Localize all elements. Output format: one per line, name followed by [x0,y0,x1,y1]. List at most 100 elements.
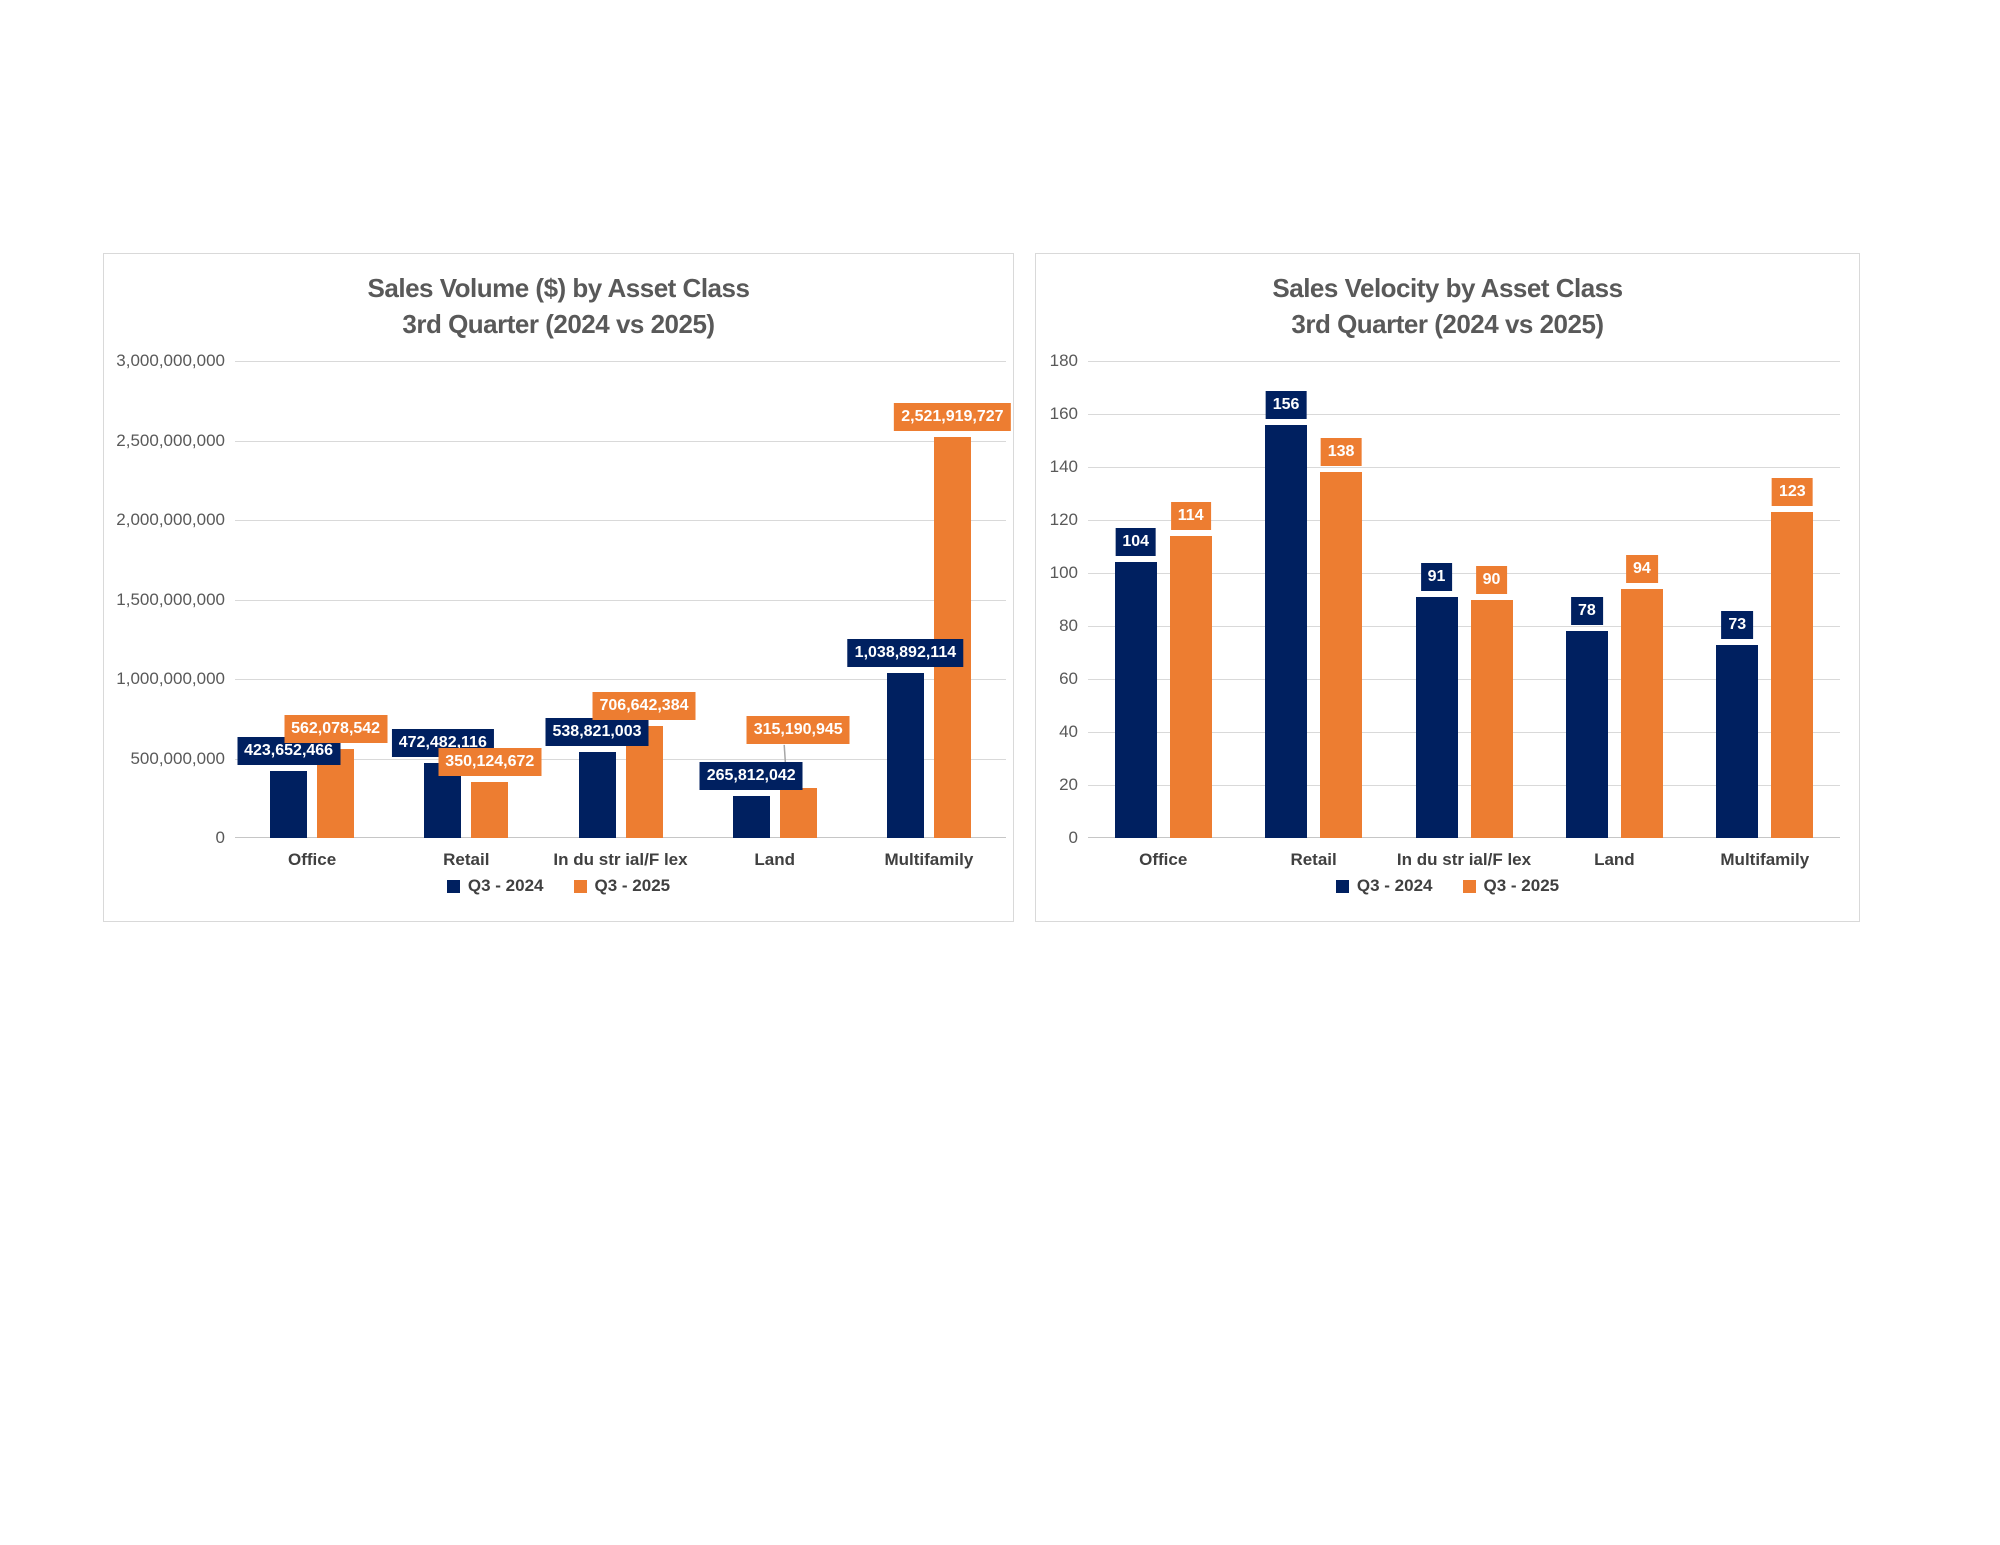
data-label-sales-velocity-s1-1: 114 [1170,501,1211,530]
y-tick-label: 1,000,000,000 [116,669,225,688]
gridline [1088,679,1840,680]
x-category-label: Land [754,850,795,869]
sales-volume-legend: Q3 - 2024 Q3 - 2025 [104,876,1013,896]
bar-sales-volume-s1-2 [471,782,509,838]
bar-sales-velocity-s0-4 [1565,631,1608,838]
x-category-label: Land [1594,850,1635,869]
sales-velocity-chart-panel: Sales Velocity by Asset Class 3rd Quarte… [1035,253,1860,922]
gridline [1088,573,1840,574]
y-tick-label: 0 [1068,828,1078,847]
bar-sales-volume-s1-5 [933,437,971,838]
legend-label: Q3 - 2025 [594,876,671,895]
legend-item-q3-2024: Q3 - 2024 [446,876,544,896]
gridline [1088,785,1840,786]
gridline [235,679,1006,680]
x-category-label: Multifamily [884,850,974,869]
data-label-sales-volume-s1-5: 2,521,919,727 [894,403,1011,432]
data-label-sales-volume-s1-1: 562,078,542 [284,714,388,743]
bar-sales-volume-s1-4 [779,787,817,838]
chart-title-line1: Sales Velocity by Asset Class [1272,273,1623,303]
bar-sales-velocity-s0-2 [1265,424,1308,838]
chart-title-line2: 3rd Quarter (2024 vs 2025) [1291,309,1604,339]
gridline [235,599,1006,601]
y-tick-label: 500,000,000 [130,748,225,768]
data-label-sales-velocity-s1-5: 123 [1771,478,1813,507]
data-label-sales-volume-s0-4: 265,812,042 [699,761,803,790]
bar-sales-velocity-s1-1 [1169,535,1212,838]
gridline [235,440,1006,442]
data-label-sales-velocity-s1-2: 138 [1320,438,1362,467]
bar-sales-velocity-s1-5 [1771,512,1814,838]
gridline [1088,467,1840,468]
gridline [1088,361,1840,362]
legend-label: Q3 - 2024 [467,876,544,895]
bar-sales-volume-s0-5 [886,672,924,838]
chart-title-line2: 3rd Quarter (2024 vs 2025) [402,309,715,339]
gridline [1088,414,1840,415]
legend-label: Q3 - 2024 [1356,876,1433,895]
x-axis-line [235,837,1006,838]
sales-velocity-plot-area: 0 20 40 60 80 100 120 140 160 180 Office 104 114 Reta… [1050,351,1840,869]
data-label-sales-velocity-s1-3: 90 [1475,565,1508,594]
x-category-label: In du str ial/F lex [1396,850,1532,869]
y-tick-label: 2,000,000,000 [116,510,225,529]
x-category-label: Multifamily [1720,850,1810,869]
data-label-sales-volume-s1-3: 706,642,384 [592,691,696,720]
y-tick-label: 180 [1049,351,1078,370]
y-tick-label: 140 [1049,457,1078,476]
y-tick-label: 80 [1059,616,1078,635]
bar-sales-volume-s0-4 [732,795,770,838]
y-tick-label: 1,500,000,000 [116,589,225,609]
y-tick-label: 60 [1059,669,1078,688]
y-tick-label: 100 [1049,563,1078,582]
sales-velocity-chart-title: Sales Velocity by Asset Class 3rd Quarte… [1036,270,1859,342]
gridline [1088,520,1840,521]
legend-label: Q3 - 2025 [1483,876,1560,895]
bar-sales-velocity-s0-3 [1415,596,1458,838]
bar-sales-volume-s0-1 [270,770,308,838]
y-tick-label: 2,500,000,000 [116,430,225,450]
bar-sales-velocity-s0-1 [1114,562,1157,838]
data-label-sales-velocity-s0-5: 73 [1721,610,1754,639]
legend-swatch-icon [573,879,587,893]
gridline [235,520,1006,521]
sales-volume-chart-panel: Sales Volume ($) by Asset Class 3rd Quar… [103,253,1014,922]
data-label-sales-velocity-s0-2: 156 [1265,390,1307,419]
legend-item-q3-2024: Q3 - 2024 [1335,876,1433,896]
data-label-sales-velocity-s0-4: 78 [1570,597,1603,626]
legend-swatch-icon [1462,879,1476,893]
data-label-sales-velocity-s0-3: 91 [1420,562,1453,591]
data-label-sales-volume-s0-3: 538,821,003 [545,718,649,747]
legend-item-q3-2025: Q3 - 2025 [1462,876,1560,896]
legend-item-q3-2025: Q3 - 2025 [573,876,671,896]
y-tick-label: 120 [1049,510,1078,529]
gridline [1088,732,1840,733]
sales-volume-plot-area: 0 500,000,000 1,000,000,000 1,500,000,000 2,… [116,351,1011,869]
y-tick-label: 160 [1049,404,1078,423]
y-tick-label: 0 [215,828,225,847]
bar-sales-volume-s0-3 [578,752,616,838]
bar-sales-velocity-s1-4 [1620,588,1663,838]
gridline [235,361,1006,362]
legend-swatch-icon [1335,879,1349,893]
y-tick-label: 3,000,000,000 [116,351,225,370]
bar-sales-velocity-s0-5 [1716,644,1759,838]
data-label-sales-velocity-s0-1: 104 [1115,528,1157,557]
gridline [1088,626,1840,627]
x-category-label: Office [1139,850,1188,869]
gridline [235,758,1006,760]
y-tick-label: 20 [1059,775,1078,794]
bar-sales-velocity-s1-2 [1320,472,1363,838]
sales-volume-chart-title: Sales Volume ($) by Asset Class 3rd Quar… [104,270,1013,342]
x-category-label: Office [288,850,337,869]
y-tick-label: 40 [1059,722,1078,741]
chart-title-line1: Sales Volume ($) by Asset Class [367,273,750,303]
data-label-sales-volume-s1-4: 315,190,945 [746,715,850,744]
bar-sales-velocity-s1-3 [1470,599,1513,838]
x-axis-line [1088,837,1840,838]
x-category-label: Retail [443,850,490,869]
x-category-label: In du str ial/F lex [553,850,688,869]
legend-swatch-icon [446,879,460,893]
sales-velocity-legend: Q3 - 2024 Q3 - 2025 [1036,876,1859,896]
